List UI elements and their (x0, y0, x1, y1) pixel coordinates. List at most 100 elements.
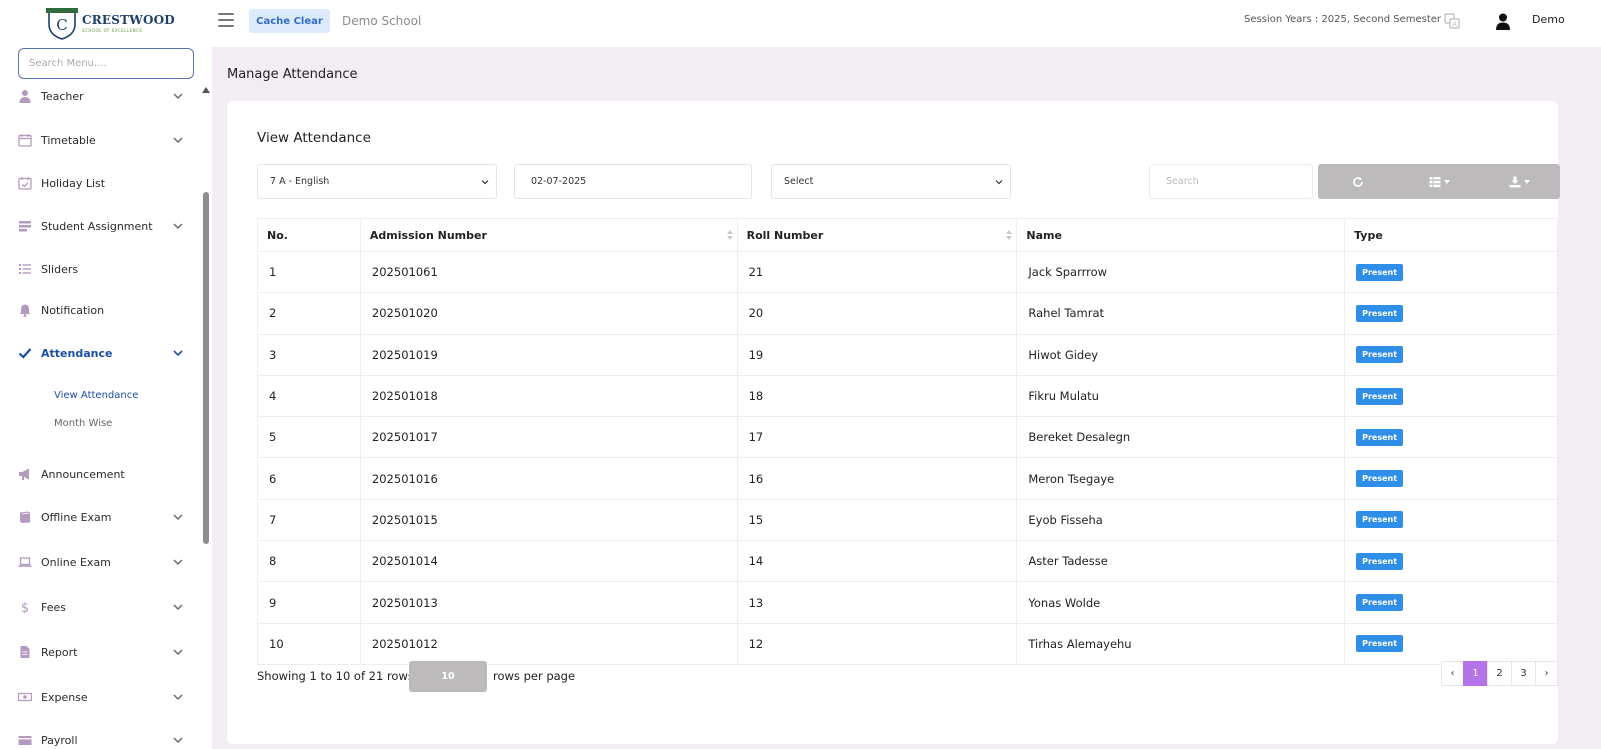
cell-type: Present (1344, 250, 1558, 294)
cell-admission-number: 202501012 (359, 622, 738, 665)
chevron-down-icon (173, 604, 183, 610)
date-input[interactable]: 02-07-2025 (514, 164, 752, 199)
status-badge: Present (1356, 428, 1404, 446)
session-years-text: Session Years : 2025, Second Semester (1244, 14, 1442, 25)
sidebar: C CRESTWOOD SCHOOL OF EXCELLENCE Teacher… (0, 0, 212, 749)
table-row: 7 202501015 15 Eyob Fisseha Present (257, 498, 1558, 542)
cell-roll-number: 12 (736, 622, 1018, 665)
cell-type: Present (1344, 374, 1558, 418)
search-menu-input[interactable] (18, 48, 194, 79)
money-icon (18, 690, 32, 704)
language-icon[interactable]: A (1444, 13, 1460, 29)
download-icon (1509, 176, 1521, 187)
cell-name: Tirhas Alemayehu (1016, 622, 1346, 665)
sidebar-item-label: Announcement (41, 467, 125, 481)
status-badge: Present (1356, 304, 1404, 322)
chevron-down-icon (173, 559, 183, 565)
column-header-admission-number[interactable]: Admission Number (359, 218, 738, 252)
sidebar-item-holiday-list[interactable]: Holiday List (18, 172, 184, 194)
sort-icon[interactable] (726, 230, 733, 241)
sidebar-item-notification[interactable]: Notification (18, 299, 184, 321)
sidebar-item-online-exam[interactable]: Online Exam (18, 551, 184, 573)
sidebar-item-label: Attendance (41, 346, 113, 360)
status-badge: Present (1356, 594, 1404, 612)
columns-toggle-button[interactable] (1399, 164, 1480, 199)
bell-icon (18, 303, 32, 317)
page-title: Manage Attendance (227, 67, 358, 82)
column-header-label: Type (1354, 228, 1383, 242)
sidebar-item-report[interactable]: Report (18, 641, 184, 663)
cell-roll-number: 21 (736, 250, 1018, 294)
column-header-roll-number[interactable]: Roll Number (736, 218, 1018, 252)
sidebar-item-expense[interactable]: Expense (18, 686, 184, 708)
chevron-down-icon (173, 649, 183, 655)
table-row: 3 202501019 19 Hiwot Gidey Present (257, 333, 1558, 376)
table-row: 10 202501012 12 Tirhas Alemayehu Present (257, 622, 1558, 665)
sidebar-item-fees[interactable]: $ Fees (18, 596, 184, 618)
column-header-no[interactable]: No. (257, 218, 361, 252)
sidebar-item-label: Online Exam (41, 555, 111, 569)
status-badge: Present (1356, 635, 1404, 653)
pagination-page-2[interactable]: 2 (1487, 661, 1512, 686)
sidebar-item-teacher[interactable]: Teacher (18, 85, 184, 107)
school-name: Demo School (342, 14, 422, 28)
topbar: Cache Clear Demo School Session Years : … (212, 0, 1601, 47)
chevron-down-icon (173, 93, 183, 99)
sort-icon[interactable] (1006, 230, 1013, 241)
cell-name: Rahel Tamrat (1016, 292, 1346, 335)
sidebar-item-label: Sliders (41, 262, 79, 276)
column-header-type[interactable]: Type (1344, 218, 1558, 252)
user-name[interactable]: Demo (1532, 13, 1565, 26)
pagination-prev-button[interactable]: ‹ (1441, 661, 1464, 686)
crest-logo-icon: C (46, 8, 78, 40)
sidebar-subitem-month-wise[interactable]: Month Wise (54, 418, 113, 429)
sidebar-subitem-view-attendance[interactable]: View Attendance (54, 390, 139, 401)
table-row: 9 202501013 13 Yonas Wolde Present (257, 581, 1558, 624)
cache-clear-button[interactable]: Cache Clear (249, 9, 330, 33)
cell-no: 9 (257, 581, 361, 624)
cell-roll-number: 20 (736, 292, 1018, 335)
class-select[interactable]: 7 A - English (257, 164, 497, 199)
book-icon (18, 510, 32, 524)
cell-roll-number: 18 (736, 374, 1018, 418)
cell-type: Present (1344, 581, 1558, 624)
sidebar-item-payroll[interactable]: Payroll (18, 729, 184, 749)
column-header-label: Roll Number (746, 228, 824, 242)
sidebar-item-announcement[interactable]: Announcement (18, 463, 184, 485)
export-button[interactable] (1479, 164, 1560, 199)
calendar-check-icon (18, 176, 32, 190)
sidebar-item-sliders[interactable]: Sliders (18, 258, 184, 280)
sidebar-item-label: Fees (41, 600, 66, 614)
cell-no: 1 (257, 250, 361, 294)
sidebar-item-attendance[interactable]: Attendance (18, 342, 184, 364)
cell-type: Present (1344, 333, 1558, 376)
pagination-page-1[interactable]: 1 (1463, 661, 1488, 686)
cell-admission-number: 202501020 (359, 292, 738, 335)
cell-no: 4 (257, 374, 361, 418)
cell-name: Meron Tsegaye (1016, 457, 1346, 500)
sidebar-item-student-assignment[interactable]: Student Assignment (18, 215, 184, 237)
column-header-name[interactable]: Name (1016, 218, 1346, 252)
chevron-down-icon (173, 694, 183, 700)
table-header-row: No. Admission Number Roll Number Name Ty… (257, 218, 1558, 252)
chevron-down-icon (173, 350, 183, 357)
cell-roll-number: 17 (736, 416, 1018, 459)
pagination-page-3[interactable]: 3 (1511, 661, 1536, 686)
user-avatar-icon[interactable] (1494, 12, 1512, 30)
sidebar-item-timetable[interactable]: Timetable (18, 129, 184, 151)
table-search-input[interactable] (1149, 164, 1313, 199)
type-select[interactable]: Select (771, 164, 1011, 199)
cell-name: Aster Tadesse (1016, 540, 1346, 583)
cell-roll-number: 14 (736, 540, 1018, 583)
refresh-button[interactable] (1318, 164, 1399, 199)
sidebar-item-offline-exam[interactable]: Offline Exam (18, 506, 184, 528)
scroll-up-arrow-icon[interactable] (202, 87, 210, 93)
hamburger-menu-icon[interactable] (218, 13, 234, 27)
sidebar-scrollbar-thumb[interactable] (203, 192, 209, 544)
pagination-next-button[interactable]: › (1535, 661, 1558, 686)
rows-per-page-select[interactable]: 10 (409, 661, 487, 692)
school-logo[interactable]: C CRESTWOOD SCHOOL OF EXCELLENCE (46, 6, 175, 40)
status-badge: Present (1356, 346, 1404, 364)
attendance-card: View Attendance 7 A - English 02-07-2025… (227, 101, 1560, 744)
bullhorn-icon (18, 467, 32, 481)
